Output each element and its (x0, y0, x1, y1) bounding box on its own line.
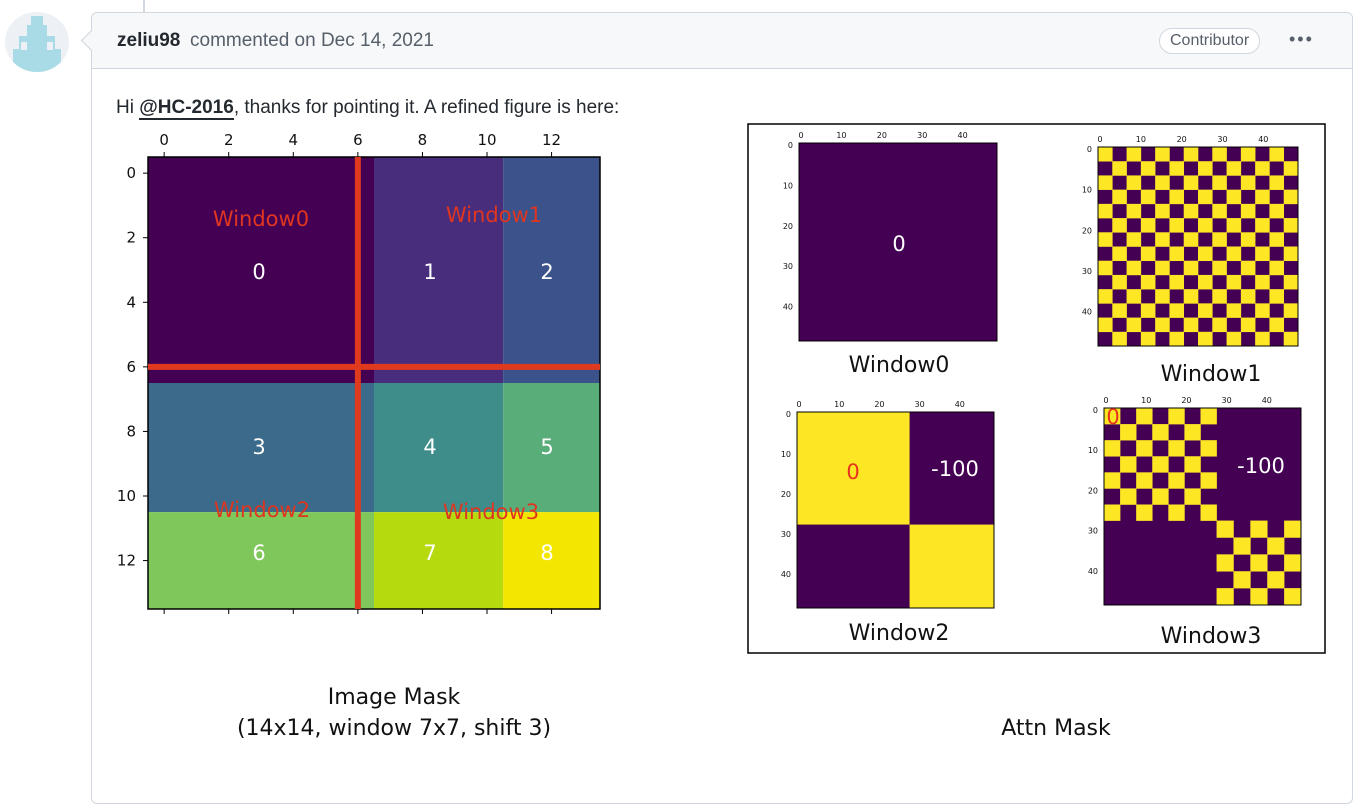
comment-body: Hi @HC-2016, thanks for pointing it. A r… (116, 97, 620, 120)
body-text: , thanks for pointing it. A refined figu… (233, 97, 620, 118)
comment-timestamp[interactable]: commented on Dec 14, 2021 (190, 30, 434, 51)
comment-header: zeliu98 commented on Dec 14, 2021 Contri… (80, 13, 1352, 69)
greeting-text: Hi (116, 97, 140, 118)
timeline-line (143, 0, 145, 12)
identicon-icon (5, 12, 69, 72)
user-mention[interactable]: @HC-2016 (139, 97, 234, 120)
comment-box: zeliu98 commented on Dec 14, 2021 Contri… (80, 12, 1353, 804)
author-link[interactable]: zeliu98 (117, 30, 181, 51)
avatar[interactable] (5, 12, 69, 72)
comment-caret (80, 29, 103, 52)
contributor-badge: Contributor (1159, 28, 1261, 54)
kebab-horizontal-icon[interactable]: ••• (1289, 29, 1314, 49)
